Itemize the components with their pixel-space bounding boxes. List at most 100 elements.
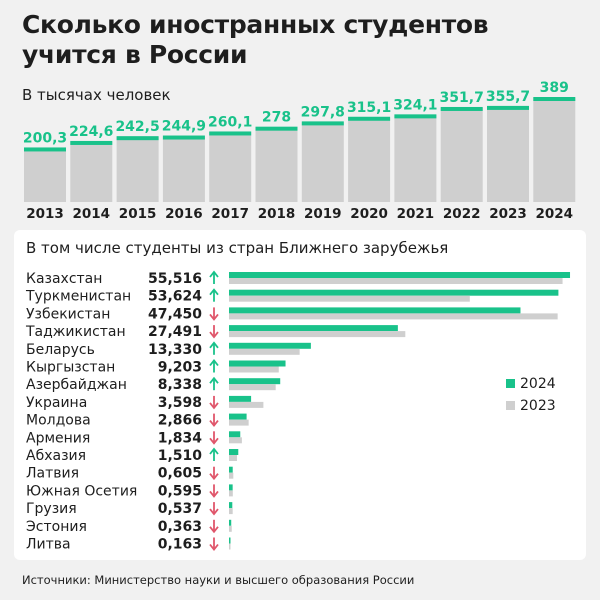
year-bar xyxy=(255,127,298,202)
country-value-label: 0,537 xyxy=(158,501,202,517)
country-value-label: 13,330 xyxy=(148,342,202,358)
title-line-2: учится в России xyxy=(22,40,248,69)
year-tick-label: 2013 xyxy=(26,206,64,222)
year-tick-label: 2015 xyxy=(119,206,157,222)
country-value-label: 0,595 xyxy=(158,483,202,499)
country-label: Латвия xyxy=(26,466,79,482)
year-tick-label: 2018 xyxy=(258,206,296,222)
country-value-label: 27,491 xyxy=(148,324,202,340)
source-note: Источники: Министерство науки и высшего … xyxy=(22,573,415,587)
country-label: Туркменистан xyxy=(25,289,131,305)
year-tick-label: 2020 xyxy=(350,206,388,222)
year-bar-cap xyxy=(533,97,576,101)
bar-2023 xyxy=(229,348,300,355)
country-value-label: 9,203 xyxy=(158,360,202,376)
yearly-bar-chart: 200,3 2013 224,6 2014 242,5 2015 244,9 2016 260,… xyxy=(23,80,576,222)
year-bar xyxy=(348,117,391,202)
year-value-label: 351,7 xyxy=(440,90,484,106)
year-value-label: 278 xyxy=(262,110,291,126)
year-tick-label: 2014 xyxy=(73,206,111,222)
bar-2024 xyxy=(229,449,239,455)
year-tick-label: 2017 xyxy=(211,206,249,222)
page-title: Сколько иностранных студентов учится в Р… xyxy=(22,10,489,70)
bar-2024 xyxy=(229,342,311,349)
bar-2023 xyxy=(229,401,264,408)
year-bar xyxy=(533,98,576,202)
year-value-label: 200,3 xyxy=(23,130,67,146)
country-value-label: 0,163 xyxy=(158,537,202,553)
country-value-label: 3,598 xyxy=(158,395,202,411)
year-value-label: 297,8 xyxy=(301,104,345,120)
year-bar-cap xyxy=(255,126,298,131)
bar-2023 xyxy=(229,331,406,338)
country-label: Казахстан xyxy=(26,271,102,287)
country-label: Таджикистан xyxy=(25,324,126,340)
bar-2024 xyxy=(229,484,233,491)
bar-2023 xyxy=(229,295,470,302)
country-label: Украина xyxy=(26,395,87,411)
bar-2024 xyxy=(229,413,247,420)
title-line-1: Сколько иностранных студентов xyxy=(22,10,489,39)
bar-2023 xyxy=(229,472,234,479)
year-bar-cap xyxy=(162,135,205,140)
year-bar xyxy=(24,148,66,202)
year-value-label: 244,9 xyxy=(162,119,206,135)
bar-2024 xyxy=(229,537,231,544)
country-label: Кыргызстан xyxy=(26,360,115,376)
year-bar xyxy=(394,115,437,202)
bar-2023 xyxy=(229,419,249,426)
country-label: Абхазия xyxy=(26,448,86,464)
country-value-label: 0,605 xyxy=(158,466,202,482)
year-bar-cap xyxy=(24,147,66,152)
country-label: Грузия xyxy=(26,501,77,517)
year-bar-cap xyxy=(487,105,529,110)
country-value-label: 55,516 xyxy=(148,271,202,287)
country-value-label: 0,363 xyxy=(158,519,202,535)
legend-swatch-2024 xyxy=(506,379,515,388)
country-value-label: 53,624 xyxy=(148,289,202,305)
bar-2024 xyxy=(229,289,559,296)
country-label: Узбекистан xyxy=(26,306,110,322)
bar-2023 xyxy=(229,525,232,532)
bar-2024 xyxy=(229,466,233,473)
chart-subtitle: В тысячах человек xyxy=(22,86,171,104)
country-label: Молдова xyxy=(26,413,91,429)
country-label: Эстония xyxy=(26,519,87,535)
country-value-label: 1,834 xyxy=(158,430,203,446)
legend-swatch-2023 xyxy=(506,401,515,410)
bar-2023 xyxy=(229,437,242,444)
country-label: Литва xyxy=(26,537,71,553)
year-value-label: 315,1 xyxy=(347,100,391,116)
country-value-label: 1,510 xyxy=(158,448,203,464)
year-value-label: 389 xyxy=(540,80,569,96)
year-tick-label: 2023 xyxy=(489,206,527,222)
country-label: Южная Осетия xyxy=(26,483,137,499)
bar-2024 xyxy=(229,325,398,332)
bar-2024 xyxy=(229,502,233,509)
trend-up-icon xyxy=(209,341,219,349)
year-value-label: 260,1 xyxy=(208,114,252,130)
year-bar xyxy=(116,137,159,202)
bar-2023 xyxy=(229,278,563,284)
year-tick-label: 2016 xyxy=(165,206,203,222)
bar-2024 xyxy=(229,378,281,385)
year-bar xyxy=(440,107,483,202)
bar-2023 xyxy=(229,508,233,515)
year-value-label: 355,7 xyxy=(486,89,530,105)
year-bar xyxy=(209,132,252,202)
bar-2023 xyxy=(229,366,279,373)
year-value-label: 242,5 xyxy=(115,119,159,135)
year-tick-label: 2021 xyxy=(397,206,435,222)
bar-2023 xyxy=(229,543,231,550)
bar-2023 xyxy=(229,384,276,391)
year-value-label: 224,6 xyxy=(69,124,113,140)
legend-label-2023: 2023 xyxy=(520,398,556,414)
country-label: Армения xyxy=(26,430,90,446)
trend-down-icon xyxy=(209,473,219,481)
year-bar-cap xyxy=(70,140,113,145)
country-value-label: 47,450 xyxy=(148,306,202,322)
trend-down-icon xyxy=(209,331,219,339)
bar-2024 xyxy=(229,307,521,314)
year-bar xyxy=(70,141,113,202)
year-bar-cap xyxy=(301,121,344,126)
